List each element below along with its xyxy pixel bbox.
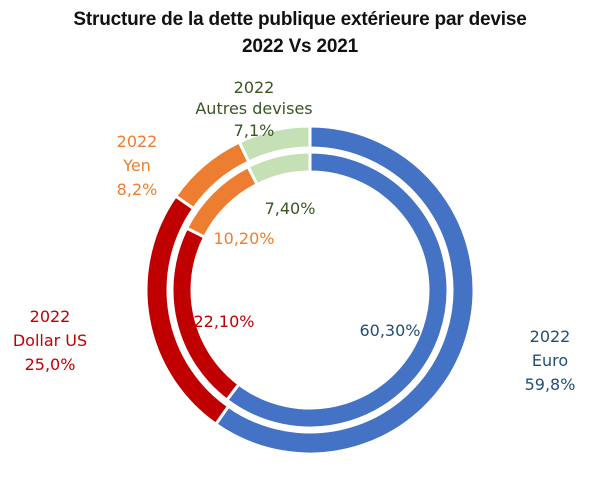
outer-year-label-autres-devises: 2022 bbox=[234, 78, 275, 97]
category-label-yen: Yen bbox=[122, 156, 151, 175]
outer-value-label-autres-devises: 7,1% bbox=[234, 121, 275, 140]
outer-year-label-yen: 2022 bbox=[117, 132, 158, 151]
chart-title: Structure de la dette publique extérieur… bbox=[73, 9, 527, 30]
outer-value-label-euro: 59,8% bbox=[525, 375, 576, 394]
inner-value-label-euro: 60,30% bbox=[359, 321, 420, 340]
inner-value-label-yen: 10,20% bbox=[213, 229, 274, 248]
category-label-dollar-us: Dollar US bbox=[13, 331, 87, 350]
inner-value-label-dollar-us: 22,10% bbox=[193, 312, 254, 331]
outer-value-label-dollar-us: 25,0% bbox=[25, 355, 76, 374]
category-label-autres-devises: Autres devises bbox=[195, 99, 312, 118]
outer-slice-autres-devises bbox=[237, 124, 312, 164]
outer-value-label-yen: 8,2% bbox=[117, 180, 158, 199]
inner-value-label-autres-devises: 7,40% bbox=[265, 199, 316, 218]
outer-year-label-euro: 2022 bbox=[530, 327, 571, 346]
category-label-euro: Euro bbox=[532, 351, 568, 370]
inner-slice-autres-devises bbox=[246, 150, 312, 187]
chart-subtitle: 2022 Vs 2021 bbox=[242, 36, 358, 57]
outer-year-label-dollar-us: 2022 bbox=[30, 307, 71, 326]
